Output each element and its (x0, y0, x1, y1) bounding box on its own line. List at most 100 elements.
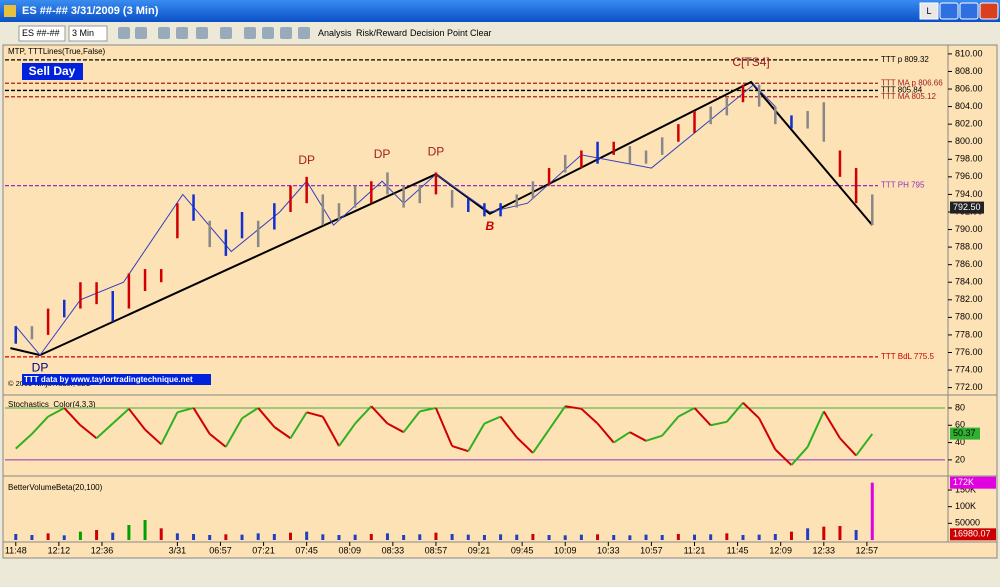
window-title: ES ##-## 3/31/2009 (3 Min) (22, 5, 159, 17)
stochastic-segment (645, 434, 663, 442)
stochastic-segment (321, 416, 340, 447)
credit-box (22, 374, 211, 385)
x-tick-label: 12:57 (856, 545, 879, 555)
y-tick-label: 780.00 (955, 312, 983, 322)
x-tick-label: 12:09 (769, 545, 792, 555)
volume-bar (353, 534, 357, 540)
toolbar-item[interactable]: 3 Min (72, 28, 94, 38)
stochastic-segment (742, 402, 760, 420)
toolbar-icon[interactable] (176, 27, 188, 39)
toolbar-item[interactable]: ES ##-## (22, 28, 60, 38)
y-tick-label: 800.00 (955, 136, 983, 146)
stochastic-segment (47, 407, 65, 418)
x-tick-label: 10:57 (640, 545, 663, 555)
volume-bar (838, 526, 842, 540)
stochastic-segment (677, 407, 695, 418)
toolbar-icon[interactable] (244, 27, 256, 39)
y-tick-label: 40 (955, 437, 965, 447)
annotation: DP (32, 360, 49, 374)
annotation: DP (428, 144, 445, 158)
x-tick-label: 07:21 (252, 545, 275, 555)
stochastic-segment (386, 422, 405, 434)
y-tick-label: 788.00 (955, 241, 983, 251)
toolbar-item[interactable]: Analysis (318, 28, 352, 38)
volume-value-box (950, 528, 996, 541)
y-tick-label: 80 (955, 402, 965, 412)
toolbar-dropdown[interactable] (68, 25, 108, 42)
minimize-button[interactable] (939, 2, 959, 20)
toolbar-dropdown[interactable] (18, 25, 66, 42)
y-tick-label: 20 (955, 454, 965, 464)
volume-bar (660, 535, 664, 540)
stochastic-segment (144, 428, 162, 446)
volume-bar (789, 531, 793, 540)
y-tick-label: 772.00 (955, 382, 983, 392)
volume-bar (256, 533, 260, 540)
y-tick-label: 806.00 (955, 83, 983, 93)
stochastic-segment (209, 433, 227, 448)
y-tick-label: 774.00 (955, 364, 983, 374)
stochastic-segment (548, 405, 567, 431)
toolbar-icon[interactable] (298, 27, 310, 39)
toolbar-icon[interactable] (118, 27, 130, 39)
stochastic-segment (822, 410, 841, 439)
x-tick-label: 3/31 (169, 545, 187, 555)
volume-bar (628, 535, 632, 540)
toolbar-icon[interactable] (280, 27, 292, 39)
level-label: TTT p 809.32 (881, 55, 929, 64)
x-tick-label: 11:21 (684, 545, 706, 555)
x-tick-label: 08:57 (425, 545, 448, 555)
volume-bar (757, 534, 761, 540)
swing-line (15, 83, 776, 356)
stochastic-segment (224, 417, 243, 448)
volume-bar (644, 534, 648, 540)
toolbar-icon[interactable] (220, 27, 232, 39)
stochastic-segment (241, 407, 259, 420)
y-tick-label: 784.00 (955, 277, 983, 287)
stochastic-segment (435, 407, 454, 447)
stochastic-segment (192, 407, 211, 435)
stochastic-segment (565, 405, 582, 410)
volume-bar (418, 534, 422, 540)
x-tick-label: 09:45 (511, 545, 534, 555)
toolbar (0, 22, 1000, 44)
link-button-label[interactable]: L (926, 6, 931, 16)
panel-title: BetterVolumeBeta(20,100) (8, 483, 103, 492)
stochastic-segment (63, 407, 82, 426)
toolbar-item[interactable]: Decision Point (410, 28, 468, 38)
x-tick-label: 11:45 (727, 545, 749, 555)
toolbar-item[interactable]: Clear (470, 28, 492, 38)
volume-value-label: 16980.07 (953, 529, 991, 539)
y-tick-label: 796.00 (955, 171, 983, 181)
toolbar-icon[interactable] (135, 27, 147, 39)
volume-bar (30, 535, 34, 540)
stochastic-segment (710, 420, 728, 427)
y-tick-label: 802.00 (955, 119, 983, 129)
volume-bar (402, 535, 406, 540)
last-value-label: 50.37 (953, 428, 976, 438)
toolbar-icon[interactable] (196, 27, 208, 39)
y-tick-label: 798.00 (955, 154, 983, 164)
link-button[interactable] (919, 2, 939, 20)
toolbar-item[interactable]: Risk/Reward (356, 28, 407, 38)
toolbar-icon[interactable] (262, 27, 274, 39)
maximize-button[interactable] (959, 2, 979, 20)
stochastic-segment (31, 415, 49, 435)
volume-bar (741, 535, 745, 540)
y-tick-label: 100K (955, 501, 976, 511)
x-tick-label: 08:33 (382, 545, 405, 555)
y-tick-label: 778.00 (955, 329, 983, 339)
volume-bar (78, 531, 82, 540)
stochastic-segment (177, 406, 194, 414)
volume-bar (289, 532, 293, 540)
stochastic-segment (806, 411, 825, 448)
stochastic-segment (257, 407, 276, 428)
volume-bar (693, 534, 697, 540)
volume-bar (240, 534, 244, 540)
stochastic-segment (160, 411, 179, 445)
stochastic-segment (790, 446, 809, 466)
volume-bar (62, 535, 66, 540)
toolbar-icon[interactable] (158, 27, 170, 39)
close-button[interactable] (979, 2, 999, 20)
